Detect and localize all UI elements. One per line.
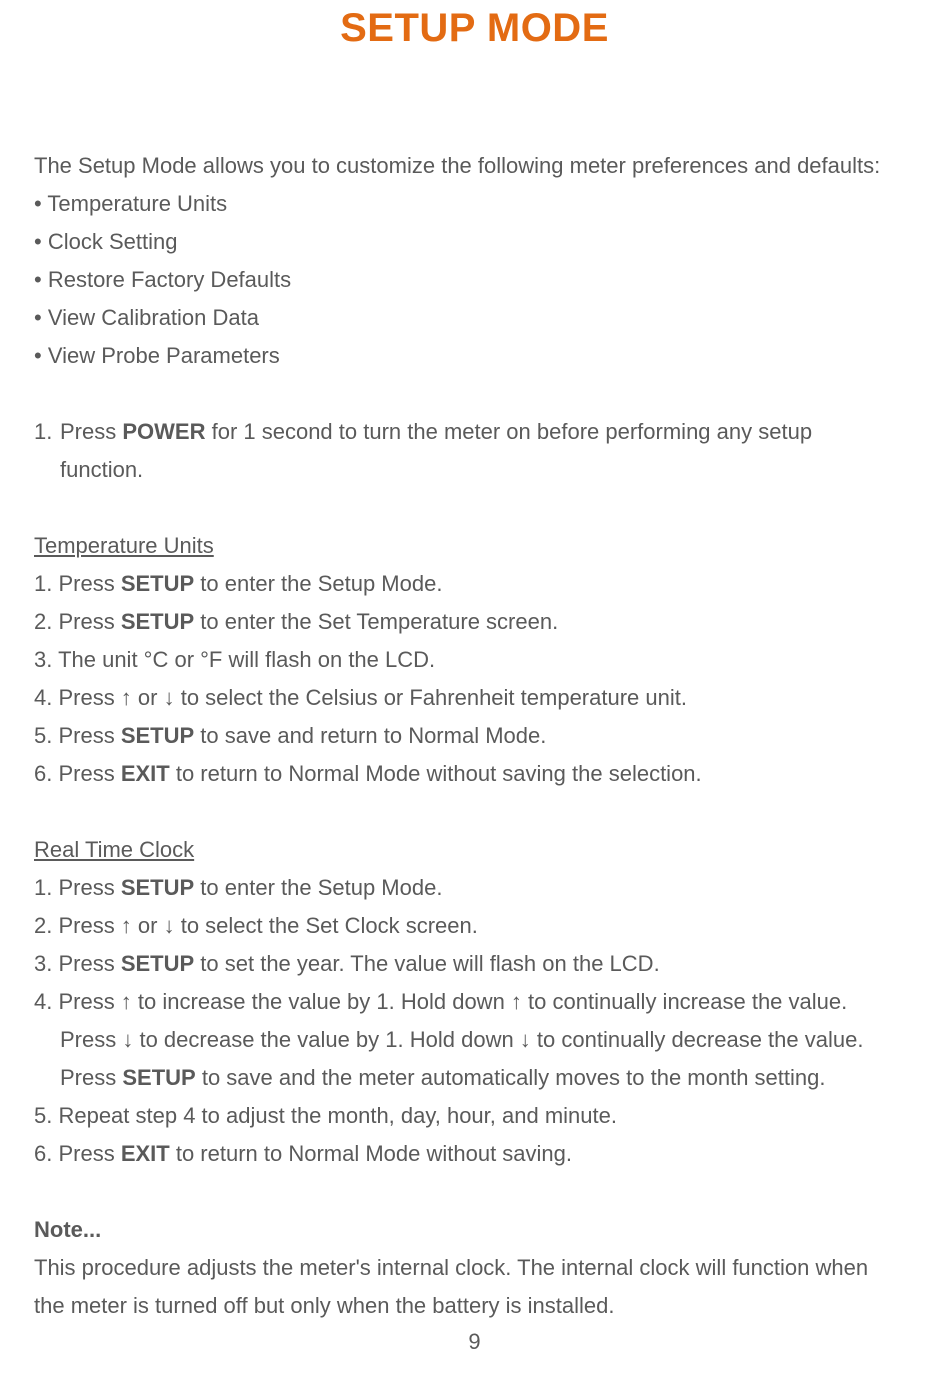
step-item: 3. Press SETUP to set the year. The valu… [34,945,915,983]
step-item: 4. Press ↑ to increase the value by 1. H… [34,983,915,1021]
bullet-item: Restore Factory Defaults [34,261,915,299]
page-title: SETUP MODE [34,0,915,51]
temp-units-steps: 1. Press SETUP to enter the Setup Mode. … [34,565,915,793]
note-body: This procedure adjusts the meter's inter… [34,1249,915,1287]
step-item: 2. Press SETUP to enter the Set Temperat… [34,603,915,641]
step-item: 5. Press SETUP to save and return to Nor… [34,717,915,755]
bullet-item: Clock Setting [34,223,915,261]
real-time-clock-heading: Real Time Clock [34,831,915,869]
bullet-item: View Probe Parameters [34,337,915,375]
step-item: 4. Press ↑ or ↓ to select the Celsius or… [34,679,915,717]
step-1: 1. Press POWER for 1 second to turn the … [34,413,915,489]
bullet-list: Temperature Units Clock Setting Restore … [34,185,915,375]
step-number: 1. [34,413,60,451]
page: SETUP MODE The Setup Mode allows you to … [0,0,949,1379]
step-item: 3. The unit °C or °F will flash on the L… [34,641,915,679]
page-number: 9 [0,1329,949,1355]
step-item: 5. Repeat step 4 to adjust the month, da… [34,1097,915,1135]
note-body: the meter is turned off but only when th… [34,1287,915,1325]
step-item: 1. Press SETUP to enter the Setup Mode. [34,565,915,603]
intro-text: The Setup Mode allows you to customize t… [34,147,915,185]
step-item: 2. Press ↑ or ↓ to select the Set Clock … [34,907,915,945]
step-item: 6. Press EXIT to return to Normal Mode w… [34,1135,915,1173]
step-text: Press POWER for 1 second to turn the met… [60,413,915,451]
note-label: Note... [34,1211,915,1249]
real-time-clock-steps: 1. Press SETUP to enter the Setup Mode. … [34,869,915,1173]
content: The Setup Mode allows you to customize t… [34,147,915,1325]
step-item-cont: Press SETUP to save and the meter automa… [34,1059,915,1097]
step-text-cont: function. [34,451,915,489]
step-item: 1. Press SETUP to enter the Setup Mode. [34,869,915,907]
step-item-cont: Press ↓ to decrease the value by 1. Hold… [34,1021,915,1059]
bullet-item: View Calibration Data [34,299,915,337]
step-item: 6. Press EXIT to return to Normal Mode w… [34,755,915,793]
bullet-item: Temperature Units [34,185,915,223]
temp-units-heading: Temperature Units [34,527,915,565]
